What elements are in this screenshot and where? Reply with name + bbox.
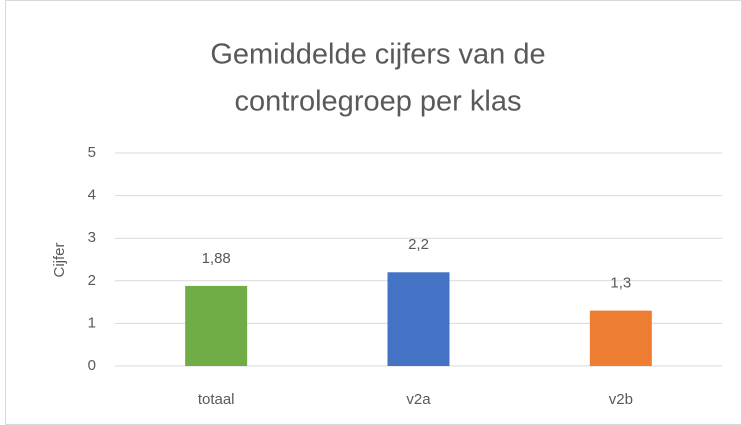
data-label: 1,3: [610, 275, 631, 292]
data-label: 1,88: [202, 250, 231, 267]
y-tick-label: 5: [88, 144, 96, 161]
y-axis-label: Cijfer: [51, 242, 68, 277]
bar: [185, 285, 248, 366]
x-tick-label: v2b: [609, 391, 633, 408]
y-tick-label: 3: [88, 229, 96, 246]
data-label: 2,2: [408, 236, 429, 253]
chart-title: Gemiddelde cijfers van de: [210, 39, 545, 71]
x-tick-label: totaal: [198, 391, 235, 408]
y-tick-label: 4: [88, 187, 96, 204]
bar: [589, 310, 652, 366]
x-tick-label: v2a: [406, 391, 431, 408]
y-tick-label: 0: [88, 357, 96, 374]
chart-title: controlegroep per klas: [235, 86, 522, 118]
y-tick-label: 2: [88, 272, 96, 289]
bar: [387, 272, 450, 366]
y-tick-label: 1: [88, 314, 96, 331]
